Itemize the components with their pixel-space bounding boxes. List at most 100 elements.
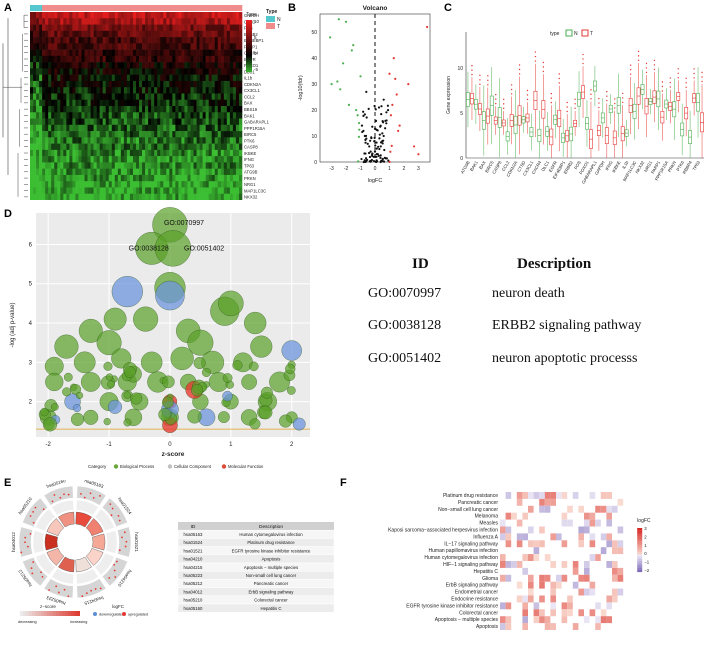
heatmap-cell — [190, 162, 194, 169]
heatmap-cell — [42, 118, 46, 126]
outlier-point — [518, 68, 521, 71]
heatmap-cell — [72, 131, 76, 138]
heatmap-cell — [81, 131, 85, 138]
gene-point — [34, 506, 37, 509]
heatmap-cell — [205, 174, 209, 182]
heatmap-cell — [142, 137, 146, 144]
heatmap-cell — [51, 118, 55, 126]
heatmap-cell — [539, 581, 545, 589]
heatmap-cell — [229, 174, 234, 182]
heatmap-cell — [172, 187, 176, 195]
heatmap-cell — [66, 174, 70, 182]
heatmap-cell — [90, 37, 94, 44]
heatmap-cell — [178, 143, 182, 151]
heatmap-cell — [81, 143, 85, 151]
heatmap-cell — [84, 24, 88, 32]
heatmap-cell — [84, 55, 88, 63]
heatmap-cell — [232, 37, 237, 44]
outlier-point — [487, 84, 489, 86]
heatmap-cell — [229, 149, 234, 157]
heatmap-cell — [235, 49, 240, 57]
outer-ring-segment — [117, 526, 132, 558]
volcano-point — [369, 150, 372, 153]
heatmap-cell — [66, 24, 70, 32]
gene-label: GAPDH — [244, 13, 259, 18]
table-desc-cell: Platinum drug resistance — [247, 540, 295, 545]
heatmap-cell — [99, 18, 103, 25]
heatmap-cell — [148, 24, 152, 32]
heatmap-cell — [99, 118, 103, 126]
heatmap-cell — [528, 492, 534, 499]
heatmap-cell — [205, 193, 209, 200]
heatmap-cell — [163, 112, 167, 119]
heatmap-cell — [205, 12, 209, 19]
heatmap-cell — [211, 74, 216, 82]
heatmap-cell — [78, 143, 82, 151]
volcano-point — [357, 121, 361, 125]
heatmap-cell — [48, 149, 52, 157]
volcano-point — [374, 155, 377, 158]
type-bar-cell — [190, 5, 194, 11]
heatmap-cell — [205, 68, 209, 75]
heatmap-cell — [87, 174, 91, 182]
heatmap-cell — [84, 93, 88, 101]
heatmap-cell — [235, 30, 240, 38]
heatmap-cell — [226, 43, 231, 50]
heatmap-cell — [178, 87, 182, 94]
y-tick-label: 5 — [460, 111, 463, 117]
heatmap-cell — [81, 37, 85, 44]
heatmap-cell — [99, 149, 103, 157]
outlier-point — [637, 55, 640, 57]
heatmap-cell — [117, 106, 122, 113]
heatmap-cell — [235, 124, 240, 132]
heatmap-cell — [60, 12, 64, 19]
heatmap-cell — [93, 12, 97, 19]
heatmap-cell — [57, 174, 61, 182]
heatmap-cell — [154, 55, 158, 63]
heatmap-cell — [139, 24, 143, 32]
outlier-point — [614, 107, 616, 109]
heatmap-cell — [96, 162, 100, 169]
heatmap-cell — [229, 131, 234, 138]
heatmap-cell — [93, 43, 97, 50]
heatmap-cell — [516, 519, 523, 527]
heatmap-cell — [66, 99, 70, 107]
gene-tick-label: ERBB2 — [563, 159, 575, 174]
heatmap-cell — [154, 106, 158, 113]
volcano-point — [372, 159, 376, 163]
heatmap-cell — [172, 37, 176, 44]
heatmap-cell — [114, 168, 119, 176]
heatmap-cell — [184, 112, 188, 119]
volcano-point — [379, 156, 382, 159]
heatmap-cell — [142, 87, 146, 94]
heatmap-cell — [39, 193, 43, 200]
outlier-point — [550, 92, 552, 95]
ring-label: hsa04215 — [83, 595, 104, 606]
heatmap-cell — [111, 162, 116, 169]
heatmap-cell — [108, 74, 113, 82]
heatmap-cell — [60, 124, 64, 132]
heatmap-cell — [90, 80, 94, 88]
heatmap-cell — [30, 62, 34, 69]
color-scale-step — [246, 61, 252, 64]
gene-point — [29, 515, 32, 517]
heatmap-cell — [63, 37, 67, 44]
outlier-point — [534, 55, 537, 58]
heatmap-cell — [232, 93, 237, 101]
heatmap-cell — [57, 112, 61, 119]
heatmap-cell — [617, 526, 624, 534]
zscore-legend-step — [44, 611, 47, 616]
heatmap-cell — [193, 137, 197, 144]
heatmap-cell — [30, 37, 34, 44]
heatmap-cell — [154, 43, 158, 50]
heatmap-cell — [217, 162, 222, 169]
heatmap-cell — [148, 37, 152, 44]
heatmap-cell — [217, 156, 222, 163]
heatmap-cell — [154, 99, 158, 107]
heatmap-cell — [114, 137, 119, 144]
heatmap-cell — [69, 149, 73, 157]
heatmap-cell — [178, 37, 182, 44]
heatmap-cell — [238, 124, 243, 132]
heatmap-cell — [205, 137, 209, 144]
heatmap-cell — [105, 62, 110, 69]
